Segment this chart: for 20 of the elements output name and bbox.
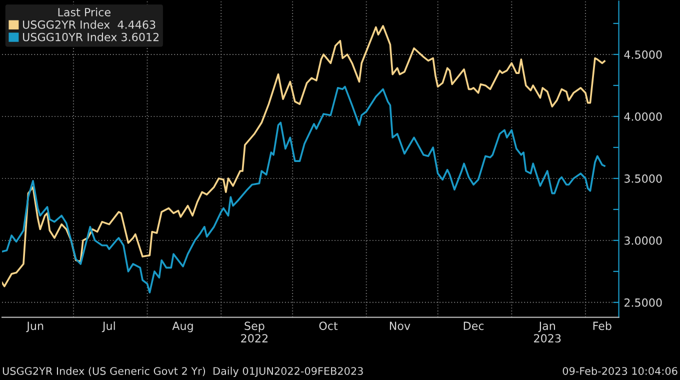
text: 09-Feb-2023 10:04:06 — [562, 366, 678, 375]
x-tick-label: Oct — [319, 322, 338, 330]
y-tick-label: 3.5000 — [624, 174, 662, 183]
legend-label: USGG2YR Index 4.4463 — [23, 20, 156, 29]
x-tick-label: Feb — [593, 321, 612, 330]
x-tick-label: Dec — [464, 322, 484, 330]
x-tick-label: Aug — [172, 322, 193, 332]
y-tick-label: 2.5000 — [624, 298, 662, 307]
legend-title: Last Price — [58, 8, 110, 16]
text: USGG2YR Index (US Generic Govt 2 Yr) Daily 01JUN2022-09FEB2023 — [2, 366, 363, 377]
x-tick-label: Jun — [26, 322, 44, 332]
x-tick-label: Nov — [390, 322, 410, 330]
x-tick-label: Sep 2022 — [241, 322, 268, 343]
x-tick-label: Jan 2023 — [534, 322, 561, 343]
legend-label: USGG10YR Index 3.6012 — [23, 32, 159, 42]
x-tick-label: Jul — [102, 321, 115, 332]
line-series — [2, 86, 606, 294]
y-tick-label: 3.0000 — [624, 236, 662, 245]
y-tick-label: 4.5000 — [624, 50, 662, 59]
y-tick-label: 4.0000 — [624, 112, 662, 121]
